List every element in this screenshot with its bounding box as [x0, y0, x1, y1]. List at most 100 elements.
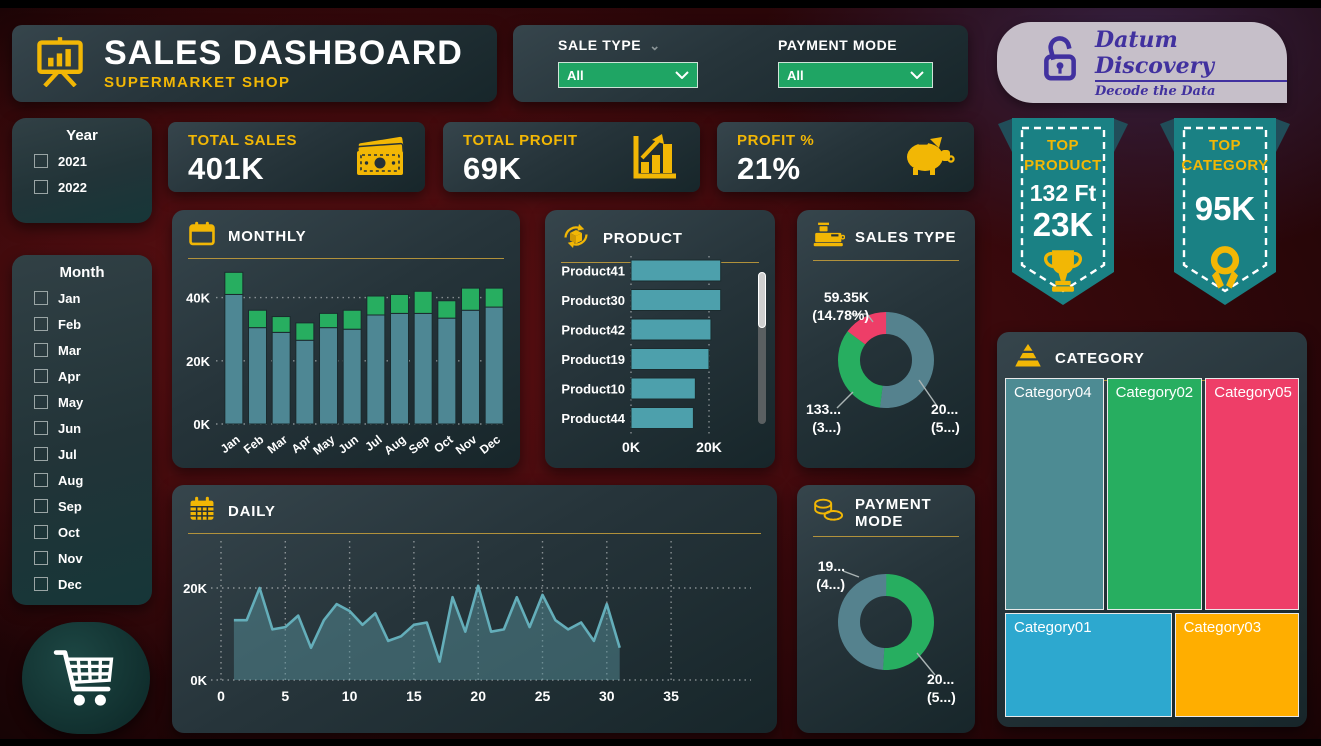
daily-calendar-icon: [188, 496, 216, 527]
svg-text:Jul: Jul: [362, 432, 384, 454]
badge-title: TOP: [1208, 137, 1242, 154]
checkbox-row-jul[interactable]: Jul: [34, 441, 152, 467]
svg-text:30: 30: [599, 688, 615, 704]
treemap-row: Category01 Category03: [1005, 612, 1299, 717]
svg-text:Apr: Apr: [289, 432, 314, 456]
coins-icon: [813, 497, 845, 530]
year-option-label: 2022: [58, 179, 87, 195]
treemap-tile-label: Category01: [1014, 618, 1092, 636]
svg-text:15: 15: [406, 688, 422, 704]
checkbox[interactable]: [34, 473, 48, 487]
treemap-tile-category05[interactable]: Category05: [1205, 378, 1299, 610]
checkbox[interactable]: [34, 395, 48, 409]
month-option-label: Aug: [58, 472, 84, 488]
checkbox[interactable]: [34, 180, 48, 194]
treemap-tile-category02[interactable]: Category02: [1106, 378, 1203, 610]
checkbox-row-nov[interactable]: Nov: [34, 545, 152, 571]
svg-text:Jun: Jun: [336, 432, 361, 456]
kpi-profit-pct: PROFIT % 21%: [717, 122, 974, 192]
checkbox-row-2022[interactable]: 2022: [34, 174, 152, 200]
shopping-cart-icon: [22, 622, 150, 734]
donut-label: 19...: [817, 558, 845, 574]
svg-text:0K: 0K: [193, 417, 210, 432]
svg-text:Product19: Product19: [561, 352, 625, 367]
svg-text:Feb: Feb: [241, 432, 266, 456]
checkbox-row-aug[interactable]: Aug: [34, 467, 152, 493]
donut-label: (14.78%): [812, 307, 869, 324]
donut-label: (4...): [816, 576, 845, 593]
checkbox[interactable]: [34, 421, 48, 435]
header-card: SALES DASHBOARD SUPERMARKET SHOP: [12, 25, 497, 102]
checkbox[interactable]: [34, 317, 48, 331]
checkbox-row-may[interactable]: May: [34, 389, 152, 415]
product-bar-chart[interactable]: 0K 20K Product41 Product30 Product42 Product1…: [553, 254, 759, 458]
calendar-icon: [188, 221, 216, 252]
chart-title: SALES TYPE: [855, 229, 957, 246]
svg-text:Aug: Aug: [381, 432, 408, 457]
checkbox[interactable]: [34, 369, 48, 383]
sales-type-donut-chart[interactable]: [797, 250, 975, 464]
presentation-board-icon: [34, 35, 86, 92]
checkbox-row-2021[interactable]: 2021: [34, 148, 152, 174]
svg-text:5: 5: [281, 688, 289, 704]
treemap-tile-category01[interactable]: Category01: [1005, 612, 1172, 717]
sale-type-select[interactable]: All: [558, 62, 698, 88]
kpi-total-profit: TOTAL PROFIT 69K: [443, 122, 700, 192]
product-box-icon: [561, 221, 591, 256]
kpi-label: TOTAL SALES: [188, 132, 298, 149]
scrollbar-track[interactable]: [758, 272, 766, 424]
company-logo: Datum Discovery Decode the Data: [997, 22, 1287, 103]
sale-type-filter-label: SALE TYPE: [558, 37, 642, 53]
checkbox[interactable]: [34, 343, 48, 357]
kpi-label: PROFIT %: [737, 132, 815, 149]
money-icon: [349, 134, 407, 185]
checkbox-row-jan[interactable]: Jan: [34, 285, 152, 311]
checkbox-row-mar[interactable]: Mar: [34, 337, 152, 363]
svg-text:Mar: Mar: [265, 432, 291, 456]
payment-mode-select[interactable]: All: [778, 62, 933, 88]
treemap-tile-category04[interactable]: Category04: [1005, 378, 1104, 610]
checkbox[interactable]: [34, 551, 48, 565]
month-option-label: Apr: [58, 368, 81, 384]
logo-name: Datum Discovery: [1095, 27, 1287, 82]
checkbox[interactable]: [34, 447, 48, 461]
treemap-tile-label: Category02: [1115, 384, 1194, 401]
svg-text:0: 0: [217, 688, 225, 704]
daily-area-chart[interactable]: 0 5 10 15 20 25 30 35 0K 20K: [176, 527, 772, 727]
checkbox[interactable]: [34, 499, 48, 513]
chevron-down-icon[interactable]: ⌄: [649, 38, 661, 53]
pyramid-icon: [1013, 343, 1043, 374]
checkbox[interactable]: [34, 577, 48, 591]
checkbox[interactable]: [34, 291, 48, 305]
scrollbar-thumb[interactable]: [758, 272, 766, 328]
checkbox-row-jun[interactable]: Jun: [34, 415, 152, 441]
month-option-label: Feb: [58, 316, 82, 332]
lock-icon: [1037, 35, 1083, 90]
checkbox-row-apr[interactable]: Apr: [34, 363, 152, 389]
donut-label: 20...: [931, 401, 959, 417]
chart-growth-icon: [630, 132, 680, 187]
checkbox[interactable]: [34, 525, 48, 539]
checkbox[interactable]: [34, 154, 48, 168]
donut-label: (3...): [812, 419, 841, 436]
svg-text:Product41: Product41: [561, 264, 625, 279]
checkbox-row-dec[interactable]: Dec: [34, 571, 152, 597]
chart-title: MONTHLY: [228, 228, 307, 245]
checkbox-row-oct[interactable]: Oct: [34, 519, 152, 545]
medal-icon: [1160, 244, 1290, 299]
payment-mode-donut-chart[interactable]: [797, 525, 975, 725]
treemap-tile-label: Category03: [1183, 618, 1262, 636]
payment-mode-chart-card: PAYMENT MODE 19... (4...) 20... (5...): [797, 485, 975, 733]
checkbox-row-feb[interactable]: Feb: [34, 311, 152, 337]
checkbox-row-sep[interactable]: Sep: [34, 493, 152, 519]
page-title: SALES DASHBOARD: [104, 34, 463, 72]
month-option-label: Jan: [58, 290, 81, 306]
svg-text:20K: 20K: [186, 354, 210, 369]
treemap-tile-label: Category05: [1214, 384, 1292, 401]
treemap-tile-category03[interactable]: Category03: [1174, 612, 1299, 717]
svg-text:0K: 0K: [190, 673, 207, 688]
category-treemap[interactable]: Category04 Category02 Category05 Category01…: [1005, 378, 1299, 717]
kpi-value: 401K: [188, 151, 265, 186]
donut-label: 59.35K: [823, 289, 869, 305]
